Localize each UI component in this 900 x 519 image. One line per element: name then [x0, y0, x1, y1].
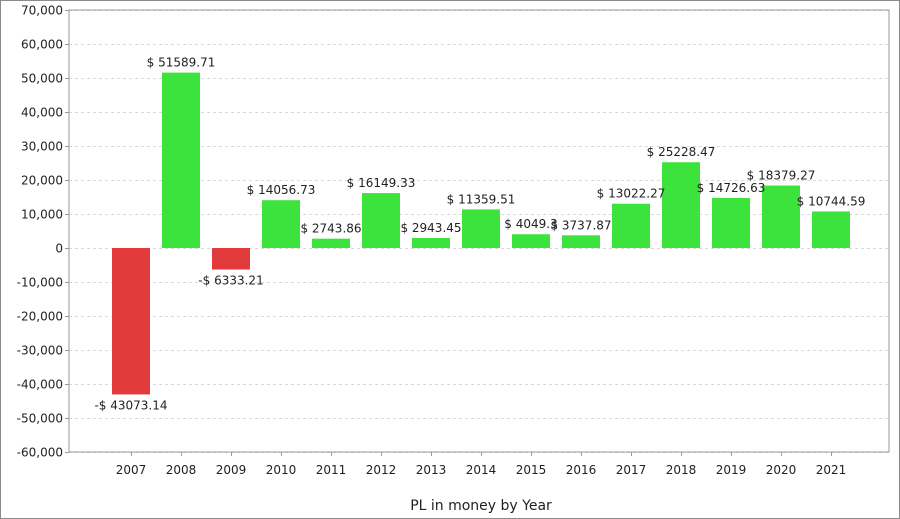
bar-2013 [412, 237, 450, 248]
data-label-2009: -$ 6333.21 [198, 274, 263, 288]
x-tick-label: 2016 [566, 463, 597, 477]
data-label-2015: $ 4049.3 [504, 217, 557, 231]
y-tick-label: 50,000 [21, 72, 63, 86]
data-label-2007: -$ 43073.14 [94, 398, 167, 412]
data-label-2018: $ 25228.47 [647, 145, 716, 159]
y-tick-label: 70,000 [21, 4, 63, 18]
y-tick-label: -40,000 [17, 378, 63, 392]
x-tick-label: 2018 [666, 463, 697, 477]
y-tick-label: -30,000 [17, 344, 63, 358]
x-tick-label: 2010 [266, 463, 297, 477]
data-label-2019: $ 14726.63 [697, 181, 766, 195]
bar-2015 [512, 234, 550, 248]
x-tick-label: 2021 [816, 463, 847, 477]
y-tick-label: 40,000 [21, 106, 63, 120]
data-label-2020: $ 18379.27 [747, 169, 816, 183]
x-tick-label: 2011 [316, 463, 347, 477]
y-tick-label: -50,000 [17, 412, 63, 426]
data-label-2016: $ 3737.87 [550, 218, 611, 232]
data-label-2008: $ 51589.71 [147, 56, 216, 70]
x-tick-label: 2007 [116, 463, 147, 477]
x-axis-ticks: 2007 2008 2009 2010 2011 2012 2013 2014 2015 2016… [116, 452, 847, 477]
data-label-2017: $ 13022.27 [597, 187, 666, 201]
data-label-2013: $ 2943.45 [400, 221, 461, 235]
bar-2020 [762, 185, 800, 248]
bar-2010 [262, 200, 300, 248]
x-tick-label: 2012 [366, 463, 397, 477]
x-tick-label: 2019 [716, 463, 747, 477]
bar-2011 [312, 238, 350, 248]
x-tick-label: 2013 [416, 463, 447, 477]
x-tick-label: 2017 [616, 463, 647, 477]
y-tick-label: 30,000 [21, 140, 63, 154]
data-label-2010: $ 14056.73 [247, 183, 316, 197]
bar-2017 [612, 203, 650, 248]
bar-2014 [462, 209, 500, 248]
x-tick-label: 2014 [466, 463, 497, 477]
x-tick-label: 2015 [516, 463, 547, 477]
x-axis-label: PL in money by Year [410, 498, 552, 514]
bar-2019 [712, 197, 750, 248]
bar-2012 [362, 193, 400, 248]
x-tick-label: 2008 [166, 463, 197, 477]
data-label-2012: $ 16149.33 [347, 176, 416, 190]
y-tick-label: 10,000 [21, 208, 63, 222]
bar-2018 [662, 162, 700, 248]
bar-2021 [812, 211, 850, 248]
bar-2009 [212, 248, 250, 270]
bar-2008 [162, 72, 200, 248]
y-tick-label: 20,000 [21, 174, 63, 188]
y-axis-ticks: 70,000 60,000 50,000 40,000 30,000 20,000 10,0… [17, 4, 69, 460]
bar-2016 [562, 235, 600, 248]
data-label-2011: $ 2743.86 [300, 222, 361, 236]
plot-area-border [68, 9, 890, 453]
data-label-2021: $ 10744.59 [797, 194, 866, 208]
y-tick-label: -60,000 [17, 446, 63, 460]
y-tick-label: 60,000 [21, 38, 63, 52]
x-tick-label: 2020 [766, 463, 797, 477]
y-tick-label: -20,000 [17, 310, 63, 324]
y-tick-label: -10,000 [17, 276, 63, 290]
bar-2007 [112, 248, 150, 395]
x-tick-label: 2009 [216, 463, 247, 477]
y-tick-label: 0 [55, 242, 63, 256]
data-label-2014: $ 11359.51 [447, 192, 516, 206]
data-labels: -$ 43073.14 $ 51589.71 -$ 6333.21 $ 14056.7… [94, 56, 865, 413]
bars [112, 72, 850, 395]
